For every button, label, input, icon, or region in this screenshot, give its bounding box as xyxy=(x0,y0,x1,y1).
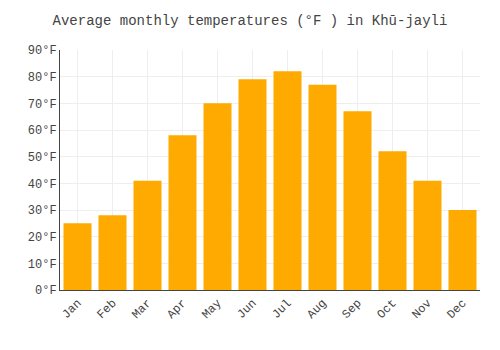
svg-text:Jan: Jan xyxy=(59,297,84,322)
svg-text:40°F: 40°F xyxy=(28,178,57,192)
svg-text:Jul: Jul xyxy=(269,297,294,322)
svg-text:30°F: 30°F xyxy=(28,204,57,218)
svg-text:Aug: Aug xyxy=(304,297,329,322)
svg-text:May: May xyxy=(199,297,224,322)
svg-text:Dec: Dec xyxy=(444,297,469,322)
svg-text:60°F: 60°F xyxy=(28,124,57,138)
svg-text:Feb: Feb xyxy=(94,297,119,322)
svg-text:Nov: Nov xyxy=(409,297,434,322)
svg-text:0°F: 0°F xyxy=(35,284,57,298)
svg-text:Jun: Jun xyxy=(234,297,259,322)
svg-text:70°F: 70°F xyxy=(28,98,57,112)
svg-text:Average monthly temperatures (: Average monthly temperatures (°F ) in Kh… xyxy=(53,13,448,29)
svg-text:Sep: Sep xyxy=(339,297,364,322)
svg-text:Mar: Mar xyxy=(129,297,154,322)
svg-text:80°F: 80°F xyxy=(28,71,57,85)
svg-text:90°F: 90°F xyxy=(28,44,57,58)
svg-text:50°F: 50°F xyxy=(28,151,57,165)
svg-text:Apr: Apr xyxy=(164,297,189,322)
svg-text:20°F: 20°F xyxy=(28,231,57,245)
svg-text:10°F: 10°F xyxy=(28,258,57,272)
svg-text:Oct: Oct xyxy=(374,297,399,322)
